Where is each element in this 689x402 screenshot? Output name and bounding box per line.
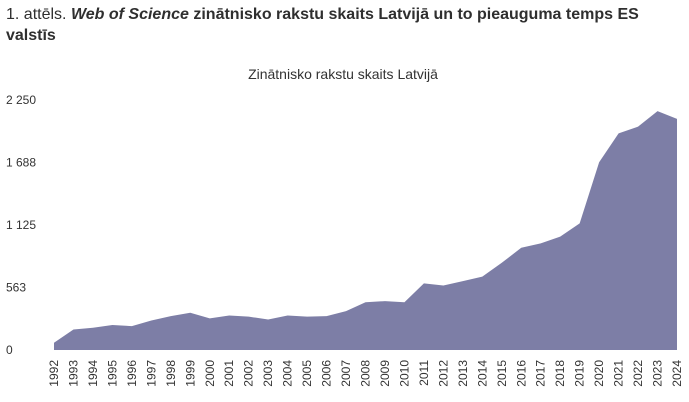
data-point-1998[interactable]: [168, 313, 174, 319]
data-point-2006[interactable]: [324, 313, 330, 319]
x-tick-label: 2000: [203, 360, 217, 387]
figure-title: 1. attēls. Web of Science zinātnisko rak…: [6, 4, 666, 46]
y-tick-label: 2 250: [6, 93, 36, 107]
x-tick-label: 1996: [125, 360, 139, 387]
x-tick-label: 2024: [670, 360, 684, 387]
data-point-2011[interactable]: [421, 280, 427, 286]
data-point-2012[interactable]: [440, 283, 446, 289]
x-tick-label: 2011: [417, 360, 431, 386]
x-tick-label: 1997: [144, 360, 158, 387]
data-point-2021[interactable]: [616, 130, 622, 136]
y-tick-label: 563: [6, 280, 26, 294]
x-tick-label: 2017: [534, 360, 548, 387]
data-point-2007[interactable]: [343, 308, 349, 314]
x-tick-label: 2013: [456, 360, 470, 387]
data-point-2014[interactable]: [479, 274, 485, 280]
x-axis-ticks: 1992 1993 1994 1995 1996 1997 1998 1999 2000 2001…: [47, 360, 684, 387]
data-point-2010[interactable]: [401, 299, 407, 305]
x-tick-label: 1998: [164, 360, 178, 387]
data-point-2005[interactable]: [304, 314, 310, 320]
chart-title: Zinātnisko rakstu skaits Latvijā: [248, 66, 438, 82]
data-point-1993[interactable]: [70, 326, 76, 332]
x-tick-label: 2009: [378, 360, 392, 387]
data-point-2018[interactable]: [557, 234, 563, 240]
data-point-1992[interactable]: [51, 340, 57, 346]
data-point-2024[interactable]: [674, 116, 680, 122]
x-tick-label: 2006: [320, 360, 334, 387]
x-tick-label: 2018: [553, 360, 567, 387]
x-tick-label: 1992: [47, 360, 61, 387]
data-point-2004[interactable]: [285, 313, 291, 319]
data-point-1994[interactable]: [90, 325, 96, 331]
x-tick-label: 2012: [436, 360, 450, 387]
figure-number: 1. attēls.: [6, 6, 67, 23]
x-tick-label: 2004: [281, 360, 295, 387]
x-tick-label: 2023: [651, 360, 665, 387]
figure-title-text: zinātnisko rakstu skaits Latvijā un to p…: [6, 6, 639, 44]
x-tick-label: 1993: [66, 360, 80, 387]
x-tick-label: 2008: [359, 360, 373, 387]
x-tick-label: 2022: [631, 360, 645, 387]
data-point-2020[interactable]: [596, 159, 602, 165]
data-point-2008[interactable]: [363, 299, 369, 305]
data-point-1999[interactable]: [187, 310, 193, 316]
x-tick-label: 1994: [86, 360, 100, 387]
series-area: [54, 111, 677, 350]
series-area-group: [51, 108, 680, 350]
y-tick-label: 0: [6, 343, 13, 357]
data-point-2016[interactable]: [518, 245, 524, 251]
data-point-2023[interactable]: [655, 108, 661, 114]
x-tick-label: 2020: [592, 360, 606, 387]
data-point-2015[interactable]: [499, 260, 505, 266]
x-tick-label: 2007: [339, 360, 353, 387]
x-tick-label: 2005: [300, 360, 314, 387]
data-point-2002[interactable]: [246, 314, 252, 320]
x-tick-label: 2010: [397, 360, 411, 387]
y-tick-label: 1 688: [6, 155, 36, 169]
x-tick-label: 2001: [222, 360, 236, 387]
y-tick-label: 1 125: [6, 218, 36, 232]
data-point-2009[interactable]: [382, 298, 388, 304]
data-point-1997[interactable]: [148, 318, 154, 324]
x-tick-label: 2014: [475, 360, 489, 387]
x-tick-label: 1995: [105, 360, 119, 387]
x-tick-label: 1999: [183, 360, 197, 387]
x-tick-label: 2002: [242, 360, 256, 387]
data-point-2000[interactable]: [207, 315, 213, 321]
data-point-2019[interactable]: [577, 220, 583, 226]
data-point-2003[interactable]: [265, 316, 271, 322]
y-axis-ticks: 0 563 1 125 1 688 2 250: [6, 93, 36, 357]
data-point-2001[interactable]: [226, 313, 232, 319]
x-tick-label: 2003: [261, 360, 275, 387]
x-tick-label: 2019: [573, 360, 587, 387]
data-point-2022[interactable]: [635, 124, 641, 130]
x-tick-label: 2016: [514, 360, 528, 387]
x-tick-label: 2015: [495, 360, 509, 387]
x-tick-label: 2021: [612, 360, 626, 387]
data-point-1995[interactable]: [109, 322, 115, 328]
data-point-1996[interactable]: [129, 323, 135, 329]
data-point-2017[interactable]: [538, 240, 544, 246]
data-point-2013[interactable]: [460, 278, 466, 284]
figure-title-italic: Web of Science: [70, 6, 189, 23]
